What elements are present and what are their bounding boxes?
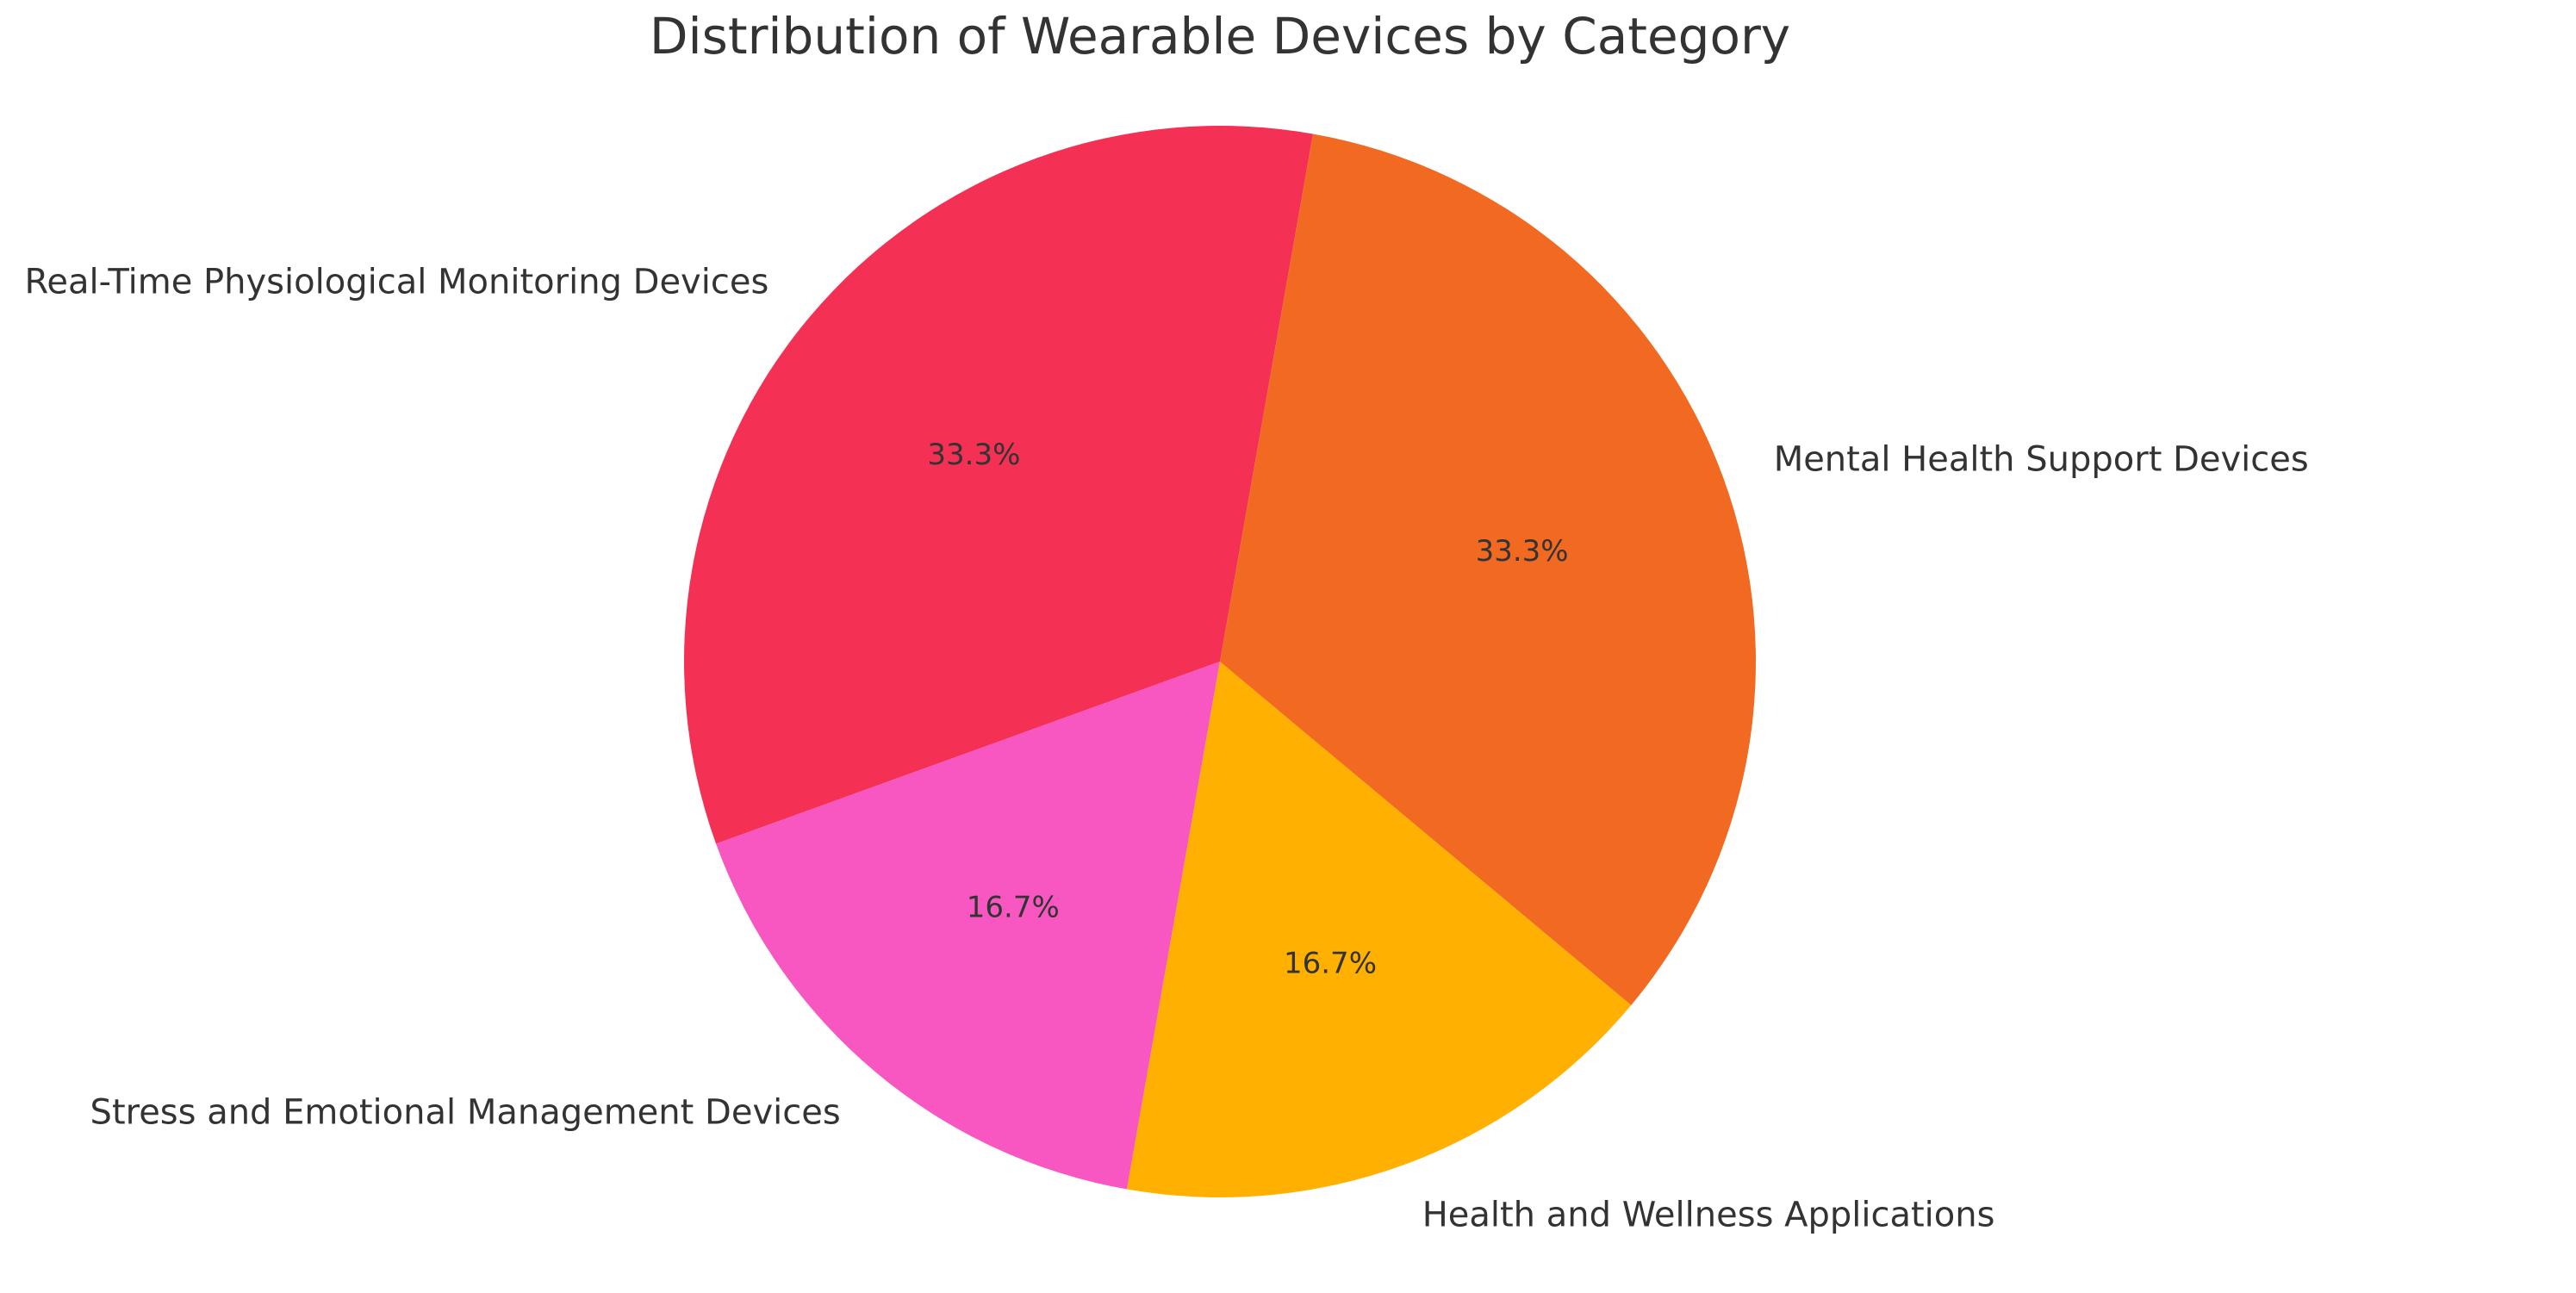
pie-slice-mental-health-support-devices <box>1220 134 1757 1005</box>
pie-pct-label: 33.3% <box>1476 534 1569 569</box>
pie-pct-label: 33.3% <box>927 438 1020 472</box>
pie-slice-real-time-physiological-monitoring-devices <box>684 126 1314 844</box>
pie-slice-health-and-wellness-applications <box>1126 662 1632 1198</box>
pie-slices <box>684 126 1757 1198</box>
pie-category-label: Mental Health Support Devices <box>1774 439 2309 479</box>
pie-category-label: Health and Wellness Applications <box>1422 1196 1995 1235</box>
pie-category-label: Real-Time Physiological Monitoring Devic… <box>24 263 768 302</box>
pie-labels: 33.3% Real-Time Physiological Monitoring … <box>24 263 2308 1235</box>
pie-category-label: Stress and Emotional Management Devices <box>90 1093 841 1133</box>
pie-pct-label: 16.7% <box>1284 947 1377 981</box>
pie-pct-label: 16.7% <box>967 891 1060 925</box>
chart-title: Distribution of Wearable Devices by Cate… <box>650 7 1790 65</box>
pie-slice-stress-and-emotional-management-devices <box>716 662 1220 1190</box>
